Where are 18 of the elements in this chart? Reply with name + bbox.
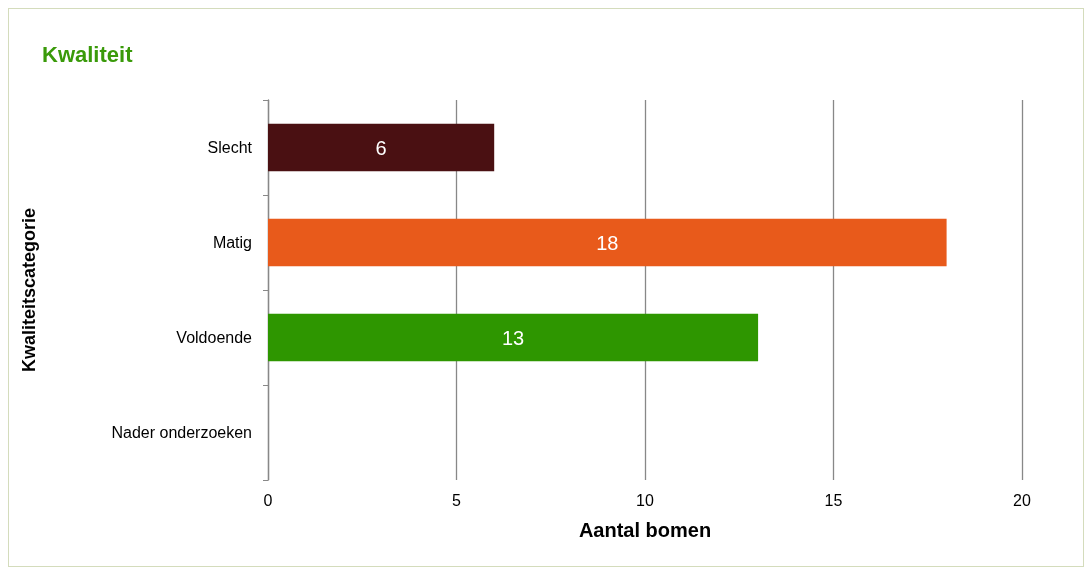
y-axis-title: Kwaliteitscategorie	[19, 207, 39, 373]
text: Kwaliteit	[42, 41, 134, 67]
y-tick-label: Nader onderzoeken	[111, 424, 252, 441]
x-tick-label: 15	[824, 491, 843, 509]
data-label: 13	[501, 326, 525, 349]
x-tick-label: 10	[636, 491, 654, 509]
x-tick-label: 20	[1013, 491, 1031, 509]
y-tick-label: Slecht	[207, 139, 253, 156]
data-label: 6	[375, 136, 387, 159]
y-tick-label: Voldoende	[176, 329, 253, 346]
x-tick-label: 5	[452, 491, 462, 509]
bar	[268, 313, 759, 362]
data-label: 18	[596, 231, 619, 254]
x-axis-title: Aantal bomen	[578, 519, 712, 541]
bar	[268, 218, 947, 267]
x-tick-label: 0	[263, 491, 273, 509]
y-tick-label: Matig	[212, 234, 252, 251]
bar	[268, 123, 495, 172]
